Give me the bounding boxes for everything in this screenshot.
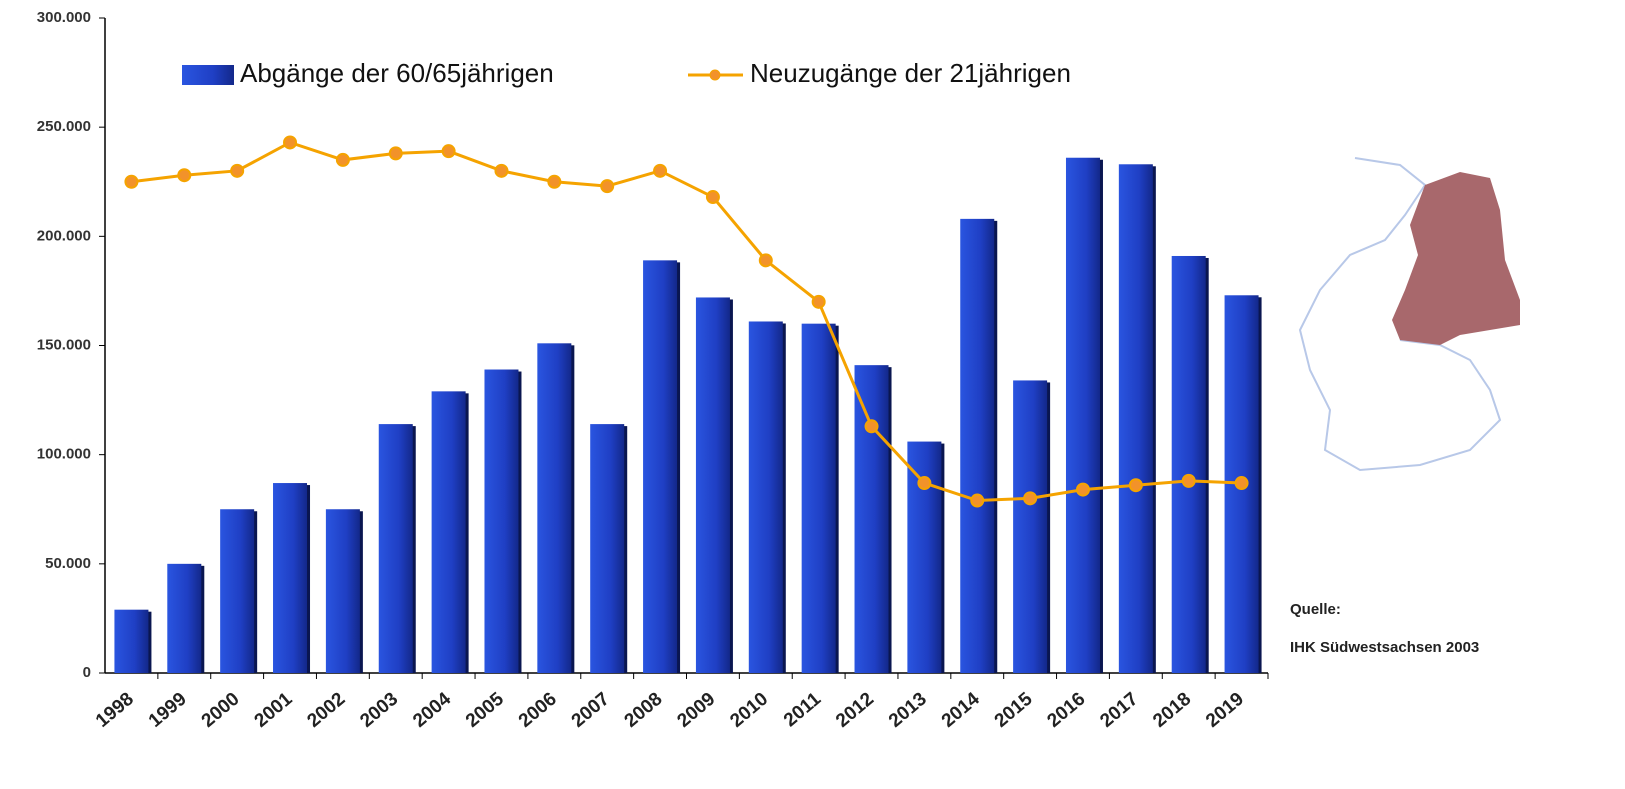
bar bbox=[484, 369, 519, 673]
bar bbox=[1171, 255, 1206, 673]
line-marker bbox=[1181, 473, 1196, 488]
line-marker bbox=[335, 152, 350, 167]
line-marker bbox=[1075, 482, 1090, 497]
line-marker bbox=[1023, 491, 1038, 506]
bar bbox=[431, 391, 466, 673]
x-tick-label: 1999 bbox=[145, 689, 191, 732]
x-tick-label: 1998 bbox=[92, 689, 138, 732]
line-marker bbox=[547, 174, 562, 189]
x-tick-label: 2016 bbox=[1044, 689, 1090, 732]
bar bbox=[114, 609, 149, 673]
bar bbox=[220, 509, 255, 673]
x-tick-label: 2002 bbox=[303, 689, 349, 732]
x-tick-label: 2019 bbox=[1202, 689, 1248, 732]
line-marker bbox=[970, 493, 985, 508]
legend-label: Abgänge der 60/65jährigen bbox=[240, 58, 554, 88]
x-tick-label: 2003 bbox=[356, 689, 402, 732]
line bbox=[131, 140, 1242, 503]
x-tick-label: 2004 bbox=[409, 688, 455, 732]
bar bbox=[167, 563, 202, 673]
line-marker bbox=[653, 163, 668, 178]
line-marker bbox=[1128, 478, 1143, 493]
line-marker bbox=[388, 146, 403, 161]
y-tick-label: 150.000 bbox=[37, 336, 91, 353]
x-tick-label: 2013 bbox=[885, 689, 931, 732]
bar bbox=[643, 260, 678, 673]
line-marker bbox=[283, 135, 298, 150]
x-tick-label: 2001 bbox=[251, 688, 297, 732]
line-marker bbox=[864, 419, 879, 434]
legend-swatch bbox=[182, 65, 234, 85]
line-marker bbox=[811, 294, 826, 309]
bar bbox=[378, 424, 413, 673]
y-tick-label: 100.000 bbox=[37, 446, 91, 463]
source-label: Quelle: bbox=[1290, 601, 1341, 618]
y-tick-label: 200.000 bbox=[37, 227, 91, 244]
x-tick-label: 2015 bbox=[991, 688, 1037, 732]
line-marker bbox=[758, 253, 773, 268]
line-marker bbox=[124, 174, 139, 189]
line-marker bbox=[705, 190, 720, 205]
x-tick-label: 2017 bbox=[1096, 689, 1142, 732]
line-marker bbox=[494, 163, 509, 178]
x-tick-label: 2009 bbox=[673, 689, 719, 732]
line-marker bbox=[917, 476, 932, 491]
line-marker bbox=[600, 179, 615, 194]
legend-label: Neuzugänge der 21jährigen bbox=[750, 58, 1071, 88]
x-tick-label: 2014 bbox=[938, 688, 984, 732]
bar bbox=[325, 509, 360, 673]
map bbox=[1298, 157, 1520, 472]
line-marker bbox=[441, 144, 456, 159]
x-tick-label: 2006 bbox=[515, 689, 561, 732]
x-tick-label: 2008 bbox=[621, 689, 667, 732]
bar bbox=[1013, 380, 1048, 673]
x-tick-label: 2012 bbox=[832, 689, 878, 732]
bar bbox=[537, 343, 572, 673]
legend-marker bbox=[709, 69, 721, 81]
bar bbox=[1118, 164, 1153, 674]
x-tick-label: 2000 bbox=[198, 689, 244, 732]
bar bbox=[854, 365, 889, 673]
y-tick-label: 0 bbox=[83, 664, 91, 681]
x-tick-label: 2007 bbox=[568, 689, 614, 732]
x-tick-label: 2005 bbox=[462, 688, 508, 732]
line-marker bbox=[1234, 476, 1249, 491]
bar bbox=[273, 483, 308, 673]
line-marker bbox=[177, 168, 192, 183]
line-marker bbox=[230, 163, 245, 178]
bar bbox=[695, 297, 730, 673]
bar bbox=[801, 323, 836, 673]
x-tick-label: 2010 bbox=[726, 689, 772, 732]
bar bbox=[1065, 157, 1100, 673]
y-tick-label: 250.000 bbox=[37, 118, 91, 135]
bar bbox=[960, 218, 995, 673]
y-tick-label: 50.000 bbox=[45, 555, 91, 572]
x-tick-label: 2018 bbox=[1149, 689, 1195, 732]
bar bbox=[590, 424, 625, 673]
source-text: IHK Südwestsachsen 2003 bbox=[1290, 639, 1479, 656]
x-tick-label: 2011 bbox=[780, 688, 825, 731]
bar bbox=[748, 321, 783, 673]
y-tick-label: 300.000 bbox=[37, 9, 91, 26]
